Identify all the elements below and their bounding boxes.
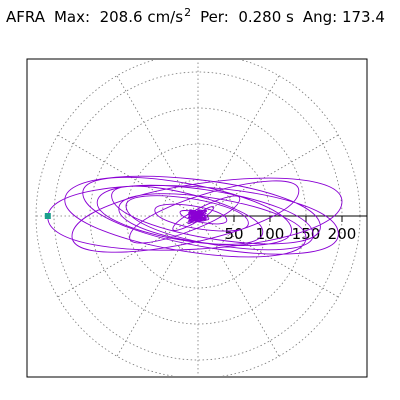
grid-spoke-30 bbox=[197, 134, 339, 217]
max-unit-exponent: 2 bbox=[184, 6, 192, 19]
grid-spoke-60 bbox=[197, 75, 280, 217]
angle-label: Ang: bbox=[302, 8, 338, 26]
radial-tick-label-150: 150 bbox=[292, 225, 321, 243]
max-label: Max: bbox=[53, 8, 91, 26]
grid-spoke-120 bbox=[116, 75, 199, 217]
angle-value: 173.4 bbox=[341, 8, 385, 26]
radial-tick-label-200: 200 bbox=[328, 225, 357, 243]
period-label: Per: bbox=[200, 8, 229, 26]
grid-spoke-300 bbox=[197, 215, 280, 357]
grid-spoke-210 bbox=[57, 215, 199, 298]
radial-axis: 50 100 150 200 bbox=[198, 215, 367, 243]
orbit-traces bbox=[47, 175, 343, 258]
chart-title: AFRA Max: 208.6 cm/s2 Per: 0.280 s Ang: 173… bbox=[6, 6, 385, 28]
plot-frame bbox=[26, 58, 368, 378]
peak-marker bbox=[44, 213, 51, 219]
grid-spoke-240 bbox=[116, 215, 199, 357]
grid-spoke-150 bbox=[57, 134, 199, 217]
orbit-trace-1 bbox=[47, 175, 343, 258]
marks bbox=[44, 213, 51, 219]
max-unit: cm/s bbox=[147, 8, 184, 26]
station-code: AFRA bbox=[6, 8, 45, 26]
orbit-core-1 bbox=[187, 209, 208, 223]
max-value: 208.6 bbox=[99, 8, 143, 26]
period-value: 0.280 s bbox=[238, 8, 294, 26]
